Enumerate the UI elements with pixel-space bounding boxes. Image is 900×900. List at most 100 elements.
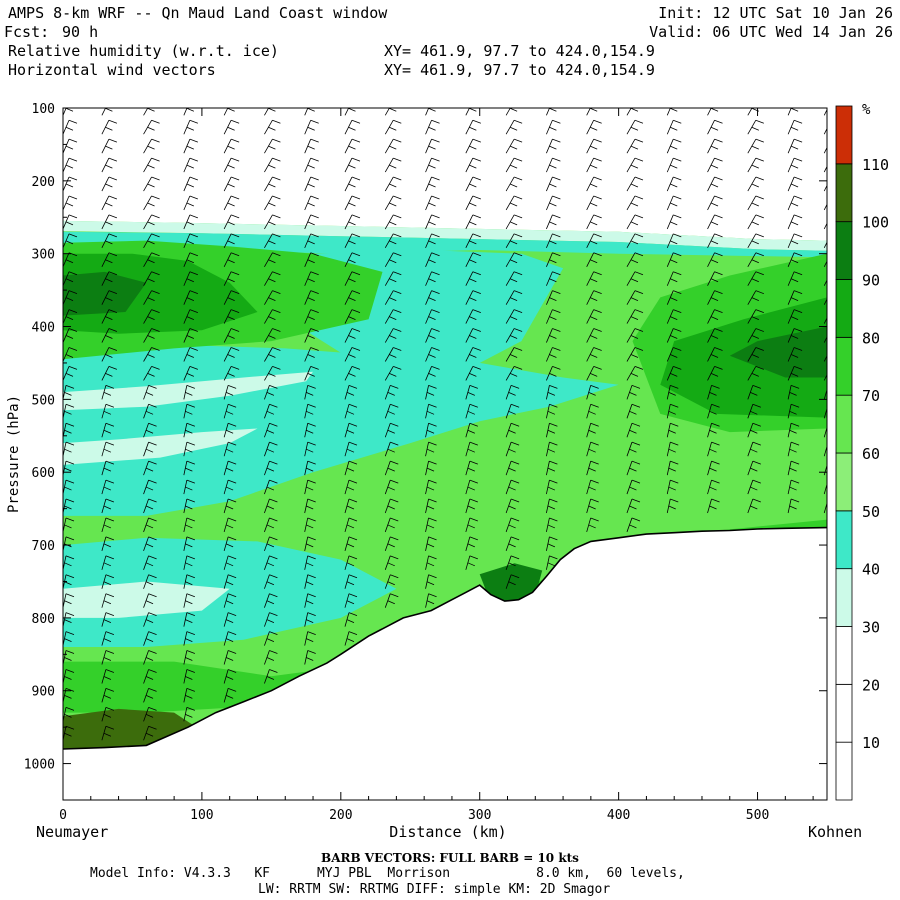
- wind-barb-flag: [469, 536, 478, 541]
- wind-barb-flag: [310, 138, 319, 143]
- wind-barb-staff: [264, 498, 270, 514]
- wind-barb-flag: [148, 498, 157, 503]
- wind-barb-flag: [348, 335, 356, 339]
- wind-barb-staff: [823, 279, 827, 286]
- wind-barb-flag: [469, 183, 477, 188]
- wind-barb-flag: [148, 706, 157, 711]
- wind-barb-column: [823, 108, 835, 514]
- wind-barb-flag: [552, 195, 561, 200]
- wind-barb-flag: [670, 126, 678, 131]
- wind-barb-staff: [823, 241, 827, 249]
- wind-barb-flag: [790, 221, 799, 226]
- wind-barb-flag: [428, 183, 436, 188]
- wind-barb-flag: [307, 335, 315, 339]
- wind-barb-staff: [626, 498, 633, 514]
- wind-barb-flag: [428, 240, 436, 245]
- forecast-label: Fcst:: [4, 23, 49, 41]
- wind-barb-flag: [469, 202, 477, 207]
- wind-barb-flag: [469, 517, 478, 522]
- wind-barb-flag: [428, 259, 436, 264]
- wind-barb-flag: [673, 119, 682, 124]
- wind-barb-flag: [828, 108, 835, 111]
- wind-barb-flag: [751, 221, 759, 226]
- wind-barb-flag: [711, 403, 720, 408]
- wind-barb-column: [546, 108, 561, 570]
- wind-barb-flag: [789, 486, 797, 491]
- wind-barb-flag: [103, 448, 112, 453]
- wind-barb-flag: [227, 373, 235, 377]
- wind-barb-flag: [108, 309, 118, 313]
- wind-barb-flag: [68, 233, 78, 238]
- rh-filled-contours: [63, 220, 827, 800]
- wind-barb-flag: [393, 309, 402, 313]
- wind-barb-flag: [629, 505, 637, 510]
- wind-barb-flag: [151, 176, 160, 181]
- wind-barb-flag: [469, 354, 477, 358]
- wind-barb-flag: [513, 157, 523, 162]
- wind-barb-flag: [670, 354, 678, 358]
- wind-barb-flag: [552, 214, 561, 219]
- wind-barb-flag: [630, 108, 639, 112]
- y-tick-label: 100: [32, 102, 55, 117]
- rh-region-30-40-top: [63, 220, 827, 251]
- wind-barb-flag: [751, 202, 759, 207]
- wind-barb-flag: [186, 517, 195, 522]
- wind-barb-flag: [590, 335, 598, 339]
- wind-barb-flag: [714, 309, 723, 313]
- wind-barb-flag: [108, 366, 118, 370]
- wind-barb-flag: [593, 309, 602, 313]
- wind-barb-flag: [510, 479, 520, 484]
- field-relative-humidity: Relative humidity (w.r.t. ice): [8, 42, 279, 60]
- wind-barb-flag: [709, 505, 717, 510]
- wind-barb-flag: [225, 600, 234, 605]
- wind-barb-flag: [634, 119, 644, 124]
- wind-barb-staff: [823, 184, 827, 192]
- wind-barb-flag: [105, 316, 113, 320]
- wind-barb-flag: [393, 157, 402, 162]
- wind-barb-flag: [148, 441, 157, 446]
- wind-barb-flag: [65, 536, 75, 541]
- wind-barb-flag: [790, 145, 799, 150]
- wind-barb-flag: [145, 638, 154, 642]
- wind-barb-flag: [710, 335, 719, 339]
- wind-barb-flag: [673, 309, 682, 313]
- wind-barb-flag: [710, 164, 719, 169]
- wind-barb-flag: [230, 328, 240, 332]
- wind-barb-flag: [469, 460, 478, 465]
- wind-barb-flag: [64, 486, 72, 491]
- wind-barb-flag: [549, 316, 557, 320]
- wind-barb-flag: [269, 517, 278, 522]
- wind-barb-flag: [189, 328, 198, 332]
- wind-barb-flag: [268, 164, 276, 169]
- wind-barb-flag: [549, 259, 557, 264]
- wind-barb-flag: [590, 403, 599, 408]
- wind-barb-flag: [65, 669, 75, 673]
- wind-barb-flag: [590, 517, 599, 522]
- wind-barb-flag: [266, 429, 275, 434]
- wind-barb-flag: [390, 498, 399, 503]
- wind-barb-flag: [148, 612, 157, 617]
- wind-barb-flag: [710, 145, 719, 150]
- wind-barb-flag: [549, 517, 558, 522]
- wind-barb-flag: [185, 657, 193, 661]
- barb-note: BARB VECTORS: FULL BARB = 10 kts: [321, 851, 579, 865]
- wind-barb-flag: [714, 195, 723, 200]
- wind-barb-staff: [183, 498, 188, 514]
- wind-barb-flag: [710, 183, 719, 188]
- wind-barb-flag: [306, 505, 314, 510]
- colorbar-swatch: [835, 394, 853, 454]
- wind-barb-flag: [549, 373, 557, 377]
- wind-barb-column: [747, 108, 764, 514]
- wind-barb-flag: [714, 233, 723, 238]
- wind-barb-flag: [508, 392, 516, 396]
- wind-barb-flag: [670, 240, 678, 245]
- wind-barb-flag: [673, 328, 682, 332]
- wind-barb-flag: [593, 347, 602, 351]
- wind-barb-flag: [710, 240, 719, 245]
- wind-barb-flag: [793, 214, 803, 219]
- wind-barb-flag: [508, 410, 516, 415]
- wind-barb-staff: [823, 127, 827, 135]
- wind-barb-flag: [186, 441, 195, 446]
- wind-barb-flag: [472, 138, 481, 143]
- wind-barb-flag: [393, 290, 402, 295]
